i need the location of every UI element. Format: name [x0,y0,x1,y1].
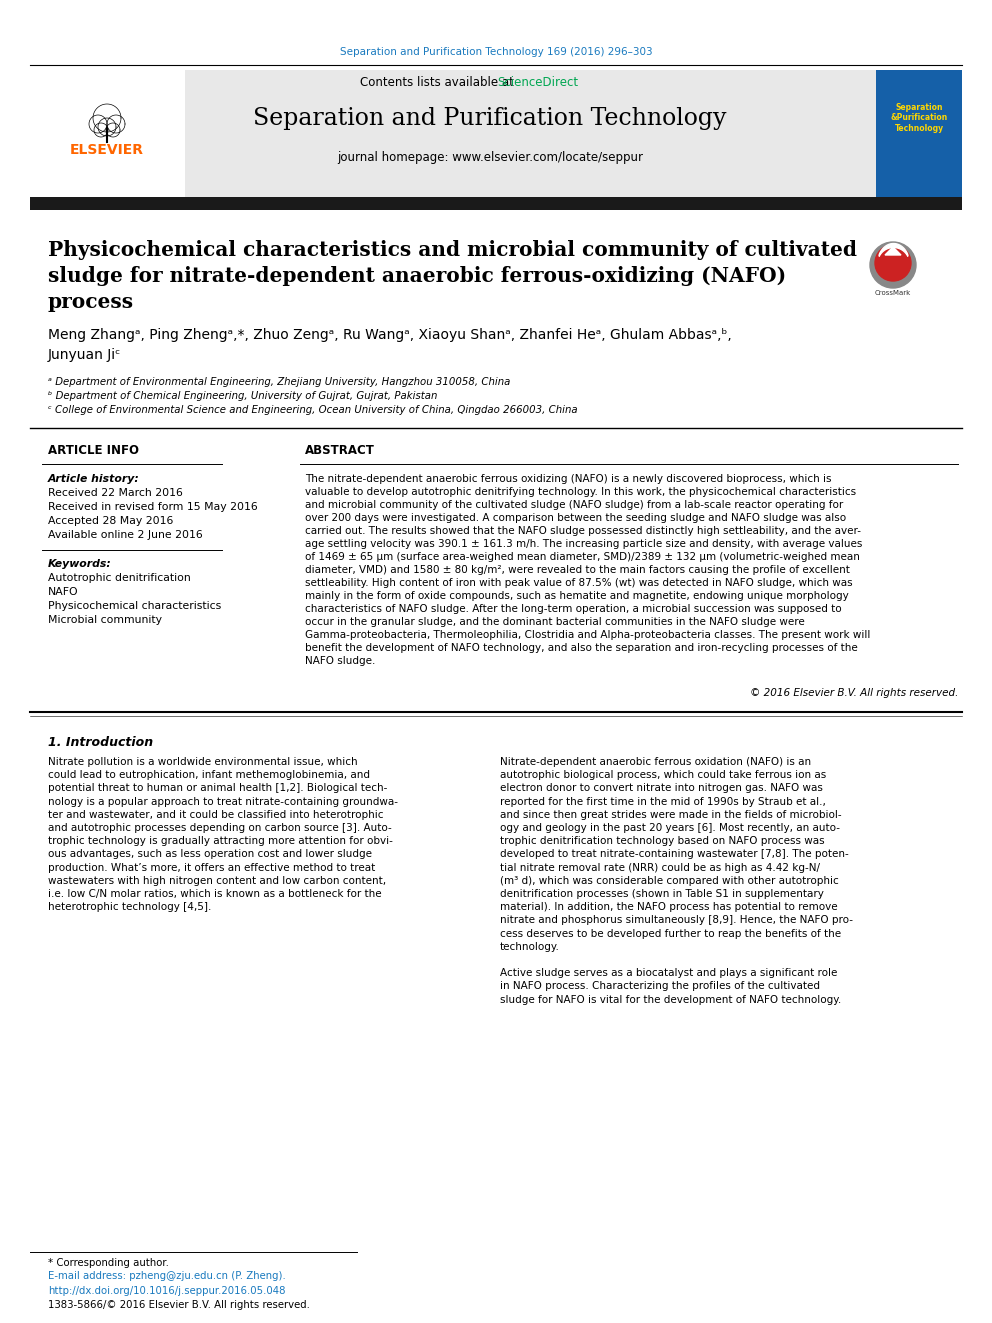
Text: and autotrophic processes depending on carbon source [3]. Auto-: and autotrophic processes depending on c… [48,823,392,833]
Text: denitrification processes (shown in Table S1 in supplementary: denitrification processes (shown in Tabl… [500,889,824,900]
Text: Autotrophic denitrification: Autotrophic denitrification [48,573,190,583]
Text: Physicochemical characteristics and microbial community of cultivated: Physicochemical characteristics and micr… [48,239,857,261]
Text: Active sludge serves as a biocatalyst and plays a significant role: Active sludge serves as a biocatalyst an… [500,968,837,978]
Text: trophic technology is gradually attracting more attention for obvi-: trophic technology is gradually attracti… [48,836,393,847]
Text: ᵃ Department of Environmental Engineering, Zhejiang University, Hangzhou 310058,: ᵃ Department of Environmental Engineerin… [48,377,510,388]
Text: in NAFO process. Characterizing the profiles of the cultivated: in NAFO process. Characterizing the prof… [500,982,820,991]
Text: valuable to develop autotrophic denitrifying technology. In this work, the physi: valuable to develop autotrophic denitrif… [305,487,856,497]
Text: ᶜ College of Environmental Science and Engineering, Ocean University of China, Q: ᶜ College of Environmental Science and E… [48,405,577,415]
Text: heterotrophic technology [4,5].: heterotrophic technology [4,5]. [48,902,211,912]
FancyBboxPatch shape [30,70,962,198]
Text: sludge for NAFO is vital for the development of NAFO technology.: sludge for NAFO is vital for the develop… [500,995,841,1004]
Text: journal homepage: www.elsevier.com/locate/seppur: journal homepage: www.elsevier.com/locat… [337,151,643,164]
Text: and since then great strides were made in the fields of microbiol-: and since then great strides were made i… [500,810,841,820]
Text: Accepted 28 May 2016: Accepted 28 May 2016 [48,516,174,527]
Text: Contents lists available at: Contents lists available at [360,75,518,89]
Text: potential threat to human or animal health [1,2]. Biological tech-: potential threat to human or animal heal… [48,783,387,794]
Text: Nitrate pollution is a worldwide environmental issue, which: Nitrate pollution is a worldwide environ… [48,757,358,767]
Text: Available online 2 June 2016: Available online 2 June 2016 [48,531,202,540]
Text: ARTICLE INFO: ARTICLE INFO [48,445,139,458]
Text: developed to treat nitrate-containing wastewater [7,8]. The poten-: developed to treat nitrate-containing wa… [500,849,849,860]
Circle shape [870,242,916,288]
Text: ScienceDirect: ScienceDirect [497,75,578,89]
Text: CrossMark: CrossMark [875,290,911,296]
Text: nology is a popular approach to treat nitrate-containing groundwa-: nology is a popular approach to treat ni… [48,796,398,807]
Text: autotrophic biological process, which could take ferrous ion as: autotrophic biological process, which co… [500,770,826,781]
Text: occur in the granular sludge, and the dominant bacterial communities in the NAFO: occur in the granular sludge, and the do… [305,617,805,627]
Text: of 1469 ± 65 μm (surface area-weighed mean diameter, SMD)/2389 ± 132 μm (volumet: of 1469 ± 65 μm (surface area-weighed me… [305,552,860,562]
Text: i.e. low C/N molar ratios, which is known as a bottleneck for the: i.e. low C/N molar ratios, which is know… [48,889,382,900]
Text: © 2016 Elsevier B.V. All rights reserved.: © 2016 Elsevier B.V. All rights reserved… [750,688,958,699]
Text: nitrate and phosphorus simultaneously [8,9]. Hence, the NAFO pro-: nitrate and phosphorus simultaneously [8… [500,916,853,925]
Text: could lead to eutrophication, infant methemoglobinemia, and: could lead to eutrophication, infant met… [48,770,370,781]
Text: Junyuan Jiᶜ: Junyuan Jiᶜ [48,348,121,363]
Text: over 200 days were investigated. A comparison between the seeding sludge and NAF: over 200 days were investigated. A compa… [305,513,846,523]
Text: Received 22 March 2016: Received 22 March 2016 [48,488,183,497]
Text: Gamma-proteobacteria, Thermoleophilia, Clostridia and Alpha-proteobacteria class: Gamma-proteobacteria, Thermoleophilia, C… [305,630,870,640]
Text: (m³ d), which was considerable compared with other autotrophic: (m³ d), which was considerable compared … [500,876,839,886]
Text: process: process [48,292,134,312]
Text: diameter, VMD) and 1580 ± 80 kg/m², were revealed to the main factors causing th: diameter, VMD) and 1580 ± 80 kg/m², were… [305,565,850,576]
Polygon shape [885,247,901,255]
Text: electron donor to convert nitrate into nitrogen gas. NAFO was: electron donor to convert nitrate into n… [500,783,823,794]
Text: 1383-5866/© 2016 Elsevier B.V. All rights reserved.: 1383-5866/© 2016 Elsevier B.V. All right… [48,1301,310,1310]
Text: NAFO sludge.: NAFO sludge. [305,656,375,665]
FancyBboxPatch shape [30,197,962,210]
Text: Separation
&Purification
Technology: Separation &Purification Technology [891,103,947,132]
Text: ter and wastewater, and it could be classified into heterotrophic: ter and wastewater, and it could be clas… [48,810,384,820]
Text: production. What’s more, it offers an effective method to treat: production. What’s more, it offers an ef… [48,863,375,873]
Text: benefit the development of NAFO technology, and also the separation and iron-rec: benefit the development of NAFO technolo… [305,643,858,654]
Text: reported for the first time in the mid of 1990s by Straub et al.,: reported for the first time in the mid o… [500,796,826,807]
Circle shape [875,245,911,280]
Text: trophic denitrification technology based on NAFO process was: trophic denitrification technology based… [500,836,824,847]
Text: The nitrate-dependent anaerobic ferrous oxidizing (NAFO) is a newly discovered b: The nitrate-dependent anaerobic ferrous … [305,474,831,484]
FancyBboxPatch shape [30,70,185,198]
Text: Physicochemical characteristics: Physicochemical characteristics [48,601,221,611]
Text: NAFO: NAFO [48,587,78,597]
Text: ogy and geology in the past 20 years [6]. Most recently, an auto-: ogy and geology in the past 20 years [6]… [500,823,840,833]
Text: Meng Zhangᵃ, Ping Zhengᵃ,*, Zhuo Zengᵃ, Ru Wangᵃ, Xiaoyu Shanᵃ, Zhanfei Heᵃ, Ghu: Meng Zhangᵃ, Ping Zhengᵃ,*, Zhuo Zengᵃ, … [48,328,732,343]
Text: Received in revised form 15 May 2016: Received in revised form 15 May 2016 [48,501,258,512]
Text: carried out. The results showed that the NAFO sludge possessed distinctly high s: carried out. The results showed that the… [305,527,861,536]
Text: ous advantages, such as less operation cost and lower sludge: ous advantages, such as less operation c… [48,849,372,860]
Text: 1. Introduction: 1. Introduction [48,736,153,749]
Text: http://dx.doi.org/10.1016/j.seppur.2016.05.048: http://dx.doi.org/10.1016/j.seppur.2016.… [48,1286,286,1297]
Text: mainly in the form of oxide compounds, such as hematite and magnetite, endowing : mainly in the form of oxide compounds, s… [305,591,849,601]
Text: ABSTRACT: ABSTRACT [305,445,375,458]
Text: characteristics of NAFO sludge. After the long-term operation, a microbial succe: characteristics of NAFO sludge. After th… [305,605,841,614]
Text: material). In addition, the NAFO process has potential to remove: material). In addition, the NAFO process… [500,902,837,912]
Text: * Corresponding author.: * Corresponding author. [48,1258,169,1267]
Text: settleability. High content of iron with peak value of 87.5% (wt) was detected i: settleability. High content of iron with… [305,578,853,587]
Text: wastewaters with high nitrogen content and low carbon content,: wastewaters with high nitrogen content a… [48,876,386,886]
Text: Article history:: Article history: [48,474,140,484]
Text: age settling velocity was 390.1 ± 161.3 m/h. The increasing particle size and de: age settling velocity was 390.1 ± 161.3 … [305,538,862,549]
FancyBboxPatch shape [876,70,962,198]
Text: E-mail address: pzheng@zju.edu.cn (P. Zheng).: E-mail address: pzheng@zju.edu.cn (P. Zh… [48,1271,286,1281]
Text: cess deserves to be developed further to reap the benefits of the: cess deserves to be developed further to… [500,929,841,938]
Text: and microbial community of the cultivated sludge (NAFO sludge) from a lab-scale : and microbial community of the cultivate… [305,500,843,509]
Text: tial nitrate removal rate (NRR) could be as high as 4.42 kg-N/: tial nitrate removal rate (NRR) could be… [500,863,820,873]
Text: sludge for nitrate-dependent anaerobic ferrous-oxidizing (NAFO): sludge for nitrate-dependent anaerobic f… [48,266,786,286]
Text: Keywords:: Keywords: [48,560,112,569]
Text: ᵇ Department of Chemical Engineering, University of Gujrat, Gujrat, Pakistan: ᵇ Department of Chemical Engineering, Un… [48,392,437,401]
Text: Separation and Purification Technology: Separation and Purification Technology [253,106,727,130]
Text: Separation and Purification Technology 169 (2016) 296–303: Separation and Purification Technology 1… [339,48,653,57]
Text: ELSEVIER: ELSEVIER [70,143,144,157]
Text: technology.: technology. [500,942,559,951]
Text: Nitrate-dependent anaerobic ferrous oxidation (NAFO) is an: Nitrate-dependent anaerobic ferrous oxid… [500,757,811,767]
Text: Microbial community: Microbial community [48,615,162,624]
